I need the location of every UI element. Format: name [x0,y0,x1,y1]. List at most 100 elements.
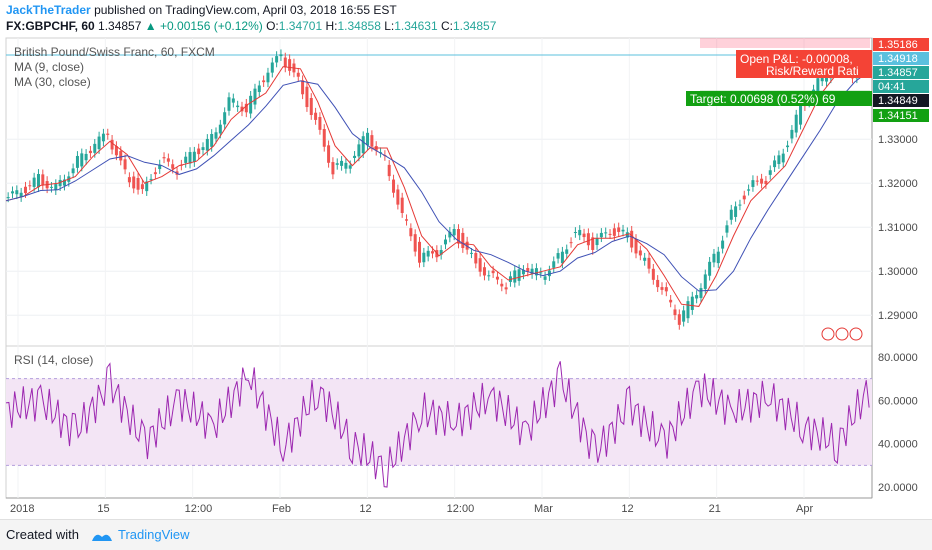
candle-body [205,138,209,151]
time-tick-label: Feb [272,503,291,515]
candle-body [357,144,361,157]
candle-body [283,57,287,68]
close-value: 1.34857 [452,19,497,33]
time-tick-label: 12 [621,503,633,515]
candle-body [565,249,569,254]
price-change: +0.00156 (+0.12%) [160,19,263,33]
time-tick-label: 12:00 [447,503,475,515]
candle-body [244,103,248,113]
candle-body [634,238,638,254]
main-pane-border [5,37,873,347]
candle-body [431,251,435,254]
price-tag-label: 1.35186 [878,39,918,51]
candle-body [296,72,300,77]
time-tick-label: Apr [796,503,813,515]
candle-body [721,240,725,249]
candle-body [327,145,331,163]
candle-body [422,252,426,263]
pnl-box[interactable] [736,50,872,78]
candle-body [547,270,551,277]
candle-body [153,172,157,175]
candle-body [370,135,374,147]
tradingview-link[interactable]: TradingView [118,527,190,542]
candle-body [84,153,88,161]
candle-body [790,129,794,139]
candle-body [426,250,430,257]
candle-body [712,253,716,263]
events-icon[interactable] [821,327,863,341]
candle-body [270,62,274,73]
candle-body [236,105,240,108]
rsi-tick-label: 80.0000 [878,352,918,364]
candle-body [266,72,270,83]
candle-body [439,250,443,255]
candle-body [413,234,417,252]
candle-body [318,117,322,130]
candle-body [166,158,170,162]
footer-bar: Created with TradingView [0,519,932,550]
candle-body [58,179,62,187]
rsi-tick-label: 20.0000 [878,482,918,494]
candle-body [188,152,192,164]
candle-body [54,184,58,191]
ma30-line [5,68,873,292]
candle-body [158,164,162,170]
candle-body [755,180,759,182]
candle-body [517,269,521,281]
candle-body [760,178,764,184]
open-label: O: [266,19,279,33]
candle-body [582,233,586,238]
target-box[interactable] [686,91,872,106]
author-link[interactable]: JackTheTrader [6,3,91,17]
candle-body [400,197,404,214]
candle-body [569,242,573,244]
candle-body [301,80,305,95]
candle-body [768,170,772,175]
candle-body [132,176,136,189]
candle-body [734,206,738,217]
ma9-legend: MA (9, close) [14,60,84,74]
candle-body [279,54,283,57]
candle-body [539,272,543,274]
candle-body [825,76,829,82]
candle-body [405,219,409,221]
candle-body [23,186,27,194]
rsi-tick-label: 40.0000 [878,439,918,451]
time-tick-label: 15 [97,503,109,515]
candle-body [591,237,595,250]
candle-body [608,233,612,235]
candle-body [140,184,144,190]
candle-body [49,186,53,188]
chart-canvas[interactable]: Open P&L: -0.00008, Risk/Reward Rati Tar… [0,0,932,520]
candle-body [201,147,205,151]
candle-body [625,232,629,238]
candle-body [500,283,504,287]
candle-body [288,59,292,71]
candle-body [630,230,634,248]
candle-body [197,148,201,155]
time-tick-label: 2018 [10,503,34,515]
candle-body [799,103,803,125]
candle-body [88,150,92,154]
high-label: H: [325,19,338,33]
candle-body [617,227,621,232]
time-tick-label: 12:00 [185,503,213,515]
candle-body [621,229,625,232]
price-tick-label: 1.31000 [878,222,918,234]
candle-body [331,162,335,175]
candle-body [110,139,114,150]
candle-body [396,189,400,205]
price-tag-label: 04:41 [878,81,906,93]
candle-body [461,232,465,249]
candle-body [227,97,231,111]
candle-body [171,164,175,169]
price-tag-label: 1.34849 [878,95,918,107]
candle-body [218,124,222,134]
candle-body [820,75,824,82]
price-tick-label: 1.29000 [878,310,918,322]
candle-body [777,155,781,165]
candle-body [742,195,746,200]
candle-body [262,80,266,83]
candle-body [656,279,660,288]
rsi-band [6,378,872,466]
